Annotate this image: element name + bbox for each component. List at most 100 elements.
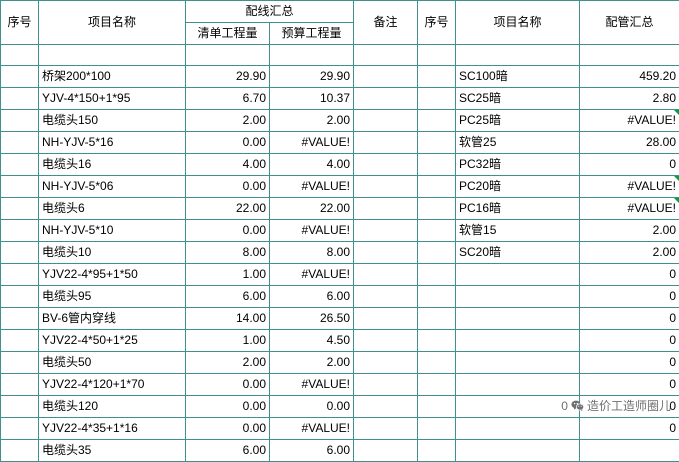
cell-right-seq[interactable] <box>418 176 456 198</box>
cell-right-item[interactable] <box>456 374 580 396</box>
cell-wiring-budget[interactable]: 4.00 <box>270 154 354 176</box>
cell-right-seq[interactable] <box>418 88 456 110</box>
cell-left-seq[interactable] <box>1 418 39 440</box>
cell-left-remark[interactable] <box>354 110 418 132</box>
cell-wiring-budget[interactable]: 2.00 <box>270 352 354 374</box>
cell-wiring-budget[interactable]: #VALUE! <box>270 176 354 198</box>
cell-left-seq[interactable] <box>1 198 39 220</box>
cell-pipe-total[interactable]: 0 <box>580 308 679 330</box>
cell-wiring-budget[interactable]: 4.50 <box>270 330 354 352</box>
cell-right-item[interactable] <box>456 440 580 462</box>
cell-wiring-list[interactable]: 29.90 <box>186 66 270 88</box>
cell-left-remark[interactable] <box>354 330 418 352</box>
cell-left-item[interactable]: BV-6管内穿线 <box>39 308 186 330</box>
cell-right-item[interactable]: PC20暗 <box>456 176 580 198</box>
cell-right-seq[interactable] <box>418 396 456 418</box>
cell-wiring-budget[interactable]: #VALUE! <box>270 220 354 242</box>
cell-wiring-budget[interactable]: #VALUE! <box>270 374 354 396</box>
cell-left-remark[interactable] <box>354 286 418 308</box>
cell-left-seq[interactable] <box>1 440 39 462</box>
cell-wiring-budget[interactable]: #VALUE! <box>270 132 354 154</box>
cell-right-item[interactable]: 软管15 <box>456 220 580 242</box>
cell-left-remark[interactable] <box>354 132 418 154</box>
cell-left-item[interactable]: NH-YJV-5*06 <box>39 176 186 198</box>
cell-left-remark[interactable] <box>354 154 418 176</box>
cell-right-item[interactable]: PC32暗 <box>456 154 580 176</box>
cell-pipe-total[interactable]: 0 <box>580 264 679 286</box>
cell-right-seq[interactable] <box>418 220 456 242</box>
cell-pipe-total[interactable] <box>580 440 679 462</box>
cell-wiring-list[interactable]: 6.00 <box>186 286 270 308</box>
cell-left-seq[interactable] <box>1 330 39 352</box>
cell-left-item[interactable]: NH-YJV-5*16 <box>39 132 186 154</box>
cell-wiring-budget[interactable]: 10.37 <box>270 88 354 110</box>
cell-left-remark[interactable] <box>354 198 418 220</box>
cell-left-remark[interactable] <box>354 440 418 462</box>
cell-wiring-list[interactable]: 1.00 <box>186 330 270 352</box>
cell-left-seq[interactable] <box>1 242 39 264</box>
cell-wiring-budget[interactable]: #VALUE! <box>270 418 354 440</box>
cell-pipe-total[interactable]: 2.00 <box>580 220 679 242</box>
cell-pipe-total[interactable]: 0 <box>580 154 679 176</box>
cell-left-remark[interactable] <box>354 176 418 198</box>
cell-right-seq[interactable] <box>418 110 456 132</box>
cell-wiring-list[interactable]: 1.00 <box>186 264 270 286</box>
cell-left-item[interactable]: 电缆头120 <box>39 396 186 418</box>
cell-right-seq[interactable] <box>418 374 456 396</box>
cell-left-item[interactable]: 电缆头16 <box>39 154 186 176</box>
cell-left-item[interactable]: 电缆头150 <box>39 110 186 132</box>
cell-right-item[interactable]: SC20暗 <box>456 242 580 264</box>
cell-left-seq[interactable] <box>1 66 39 88</box>
cell-left-remark[interactable] <box>354 264 418 286</box>
cell-wiring-list[interactable]: 0.00 <box>186 220 270 242</box>
cell-left-seq[interactable] <box>1 396 39 418</box>
cell-right-item[interactable] <box>456 330 580 352</box>
cell-left-seq[interactable] <box>1 286 39 308</box>
cell-right-seq[interactable] <box>418 308 456 330</box>
cell-wiring-list[interactable]: 2.00 <box>186 110 270 132</box>
cell-left-item[interactable]: 电缆头6 <box>39 198 186 220</box>
cell-right-seq[interactable] <box>418 330 456 352</box>
cell-wiring-list[interactable]: 0.00 <box>186 418 270 440</box>
cell-right-item[interactable]: SC100暗 <box>456 66 580 88</box>
cell-left-item[interactable]: YJV22-4*35+1*16 <box>39 418 186 440</box>
cell-left-seq[interactable] <box>1 110 39 132</box>
cell-wiring-budget[interactable]: 2.00 <box>270 110 354 132</box>
cell-wiring-budget[interactable]: 6.00 <box>270 440 354 462</box>
cell-left-item[interactable]: NH-YJV-5*10 <box>39 220 186 242</box>
cell-wiring-list[interactable]: 2.00 <box>186 352 270 374</box>
cell-left-item[interactable]: YJV-4*150+1*95 <box>39 88 186 110</box>
cell-left-seq[interactable] <box>1 132 39 154</box>
cell-left-item[interactable]: 电缆头35 <box>39 440 186 462</box>
cell-wiring-budget[interactable]: 22.00 <box>270 198 354 220</box>
cell-right-seq[interactable] <box>418 154 456 176</box>
cell-left-remark[interactable] <box>354 308 418 330</box>
cell-wiring-list[interactable]: 0.00 <box>186 374 270 396</box>
cell-wiring-budget[interactable]: 8.00 <box>270 242 354 264</box>
cell-wiring-budget[interactable]: 26.50 <box>270 308 354 330</box>
cell-wiring-budget[interactable]: #VALUE! <box>270 264 354 286</box>
cell-right-item[interactable] <box>456 418 580 440</box>
cell-left-remark[interactable] <box>354 242 418 264</box>
cell-left-item[interactable]: 电缆头50 <box>39 352 186 374</box>
cell-wiring-list[interactable]: 0.00 <box>186 176 270 198</box>
cell-pipe-total[interactable]: 0 <box>580 352 679 374</box>
cell-wiring-list[interactable]: 6.00 <box>186 440 270 462</box>
cell-wiring-list[interactable]: 0.00 <box>186 396 270 418</box>
cell-right-seq[interactable] <box>418 418 456 440</box>
cell-right-seq[interactable] <box>418 286 456 308</box>
cell-left-seq[interactable] <box>1 220 39 242</box>
cell-left-seq[interactable] <box>1 154 39 176</box>
cell-right-seq[interactable] <box>418 242 456 264</box>
cell-right-item[interactable] <box>456 308 580 330</box>
cell-right-seq[interactable] <box>418 132 456 154</box>
cell-pipe-total[interactable]: 0 <box>580 418 679 440</box>
cell-left-item[interactable]: 电缆头95 <box>39 286 186 308</box>
cell-pipe-total[interactable]: 2.80 <box>580 88 679 110</box>
cell-left-remark[interactable] <box>354 374 418 396</box>
cell-right-item[interactable]: PC16暗 <box>456 198 580 220</box>
cell-wiring-list[interactable]: 0.00 <box>186 132 270 154</box>
cell-right-seq[interactable] <box>418 352 456 374</box>
cell-left-seq[interactable] <box>1 308 39 330</box>
cell-left-remark[interactable] <box>354 88 418 110</box>
